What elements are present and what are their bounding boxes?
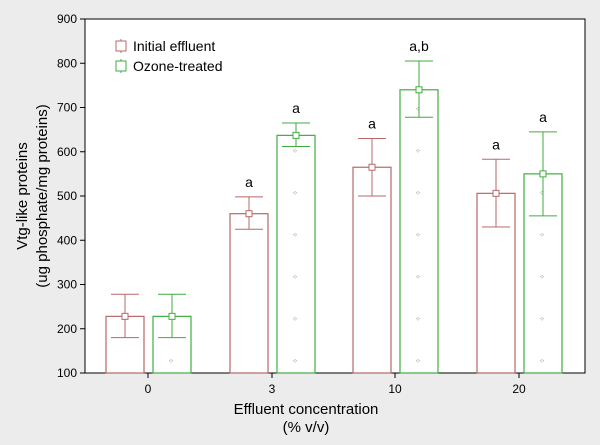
- bar-hatch-mark: ⁘: [292, 191, 297, 197]
- bar-hatch-mark: ⁘: [539, 191, 544, 197]
- y-tick-label: 700: [57, 101, 77, 115]
- y-axis: 100 200 300 400 500 600 700 800 900: [57, 12, 85, 380]
- bar-hatch-mark: ⁘: [292, 359, 297, 365]
- bar-hatch-mark: ⁘: [415, 359, 420, 365]
- bar-hatch-mark: ⁘: [539, 317, 544, 323]
- y-tick-label: 400: [57, 233, 77, 247]
- x-axis-title: Effluent concentration: [234, 401, 379, 418]
- x-tick-label: 0: [145, 382, 152, 396]
- bars-layer: ⁘ a ⁘ ⁘ ⁘ ⁘ ⁘ ⁘ a a ⁘ ⁘ ⁘ ⁘ ⁘ ⁘ ⁘ a,b a ⁘ ⁘ ⁘ ⁘ ⁘ a: [105, 38, 563, 374]
- x-axis: 0 3 10 20: [145, 373, 526, 396]
- y-tick-label: 300: [57, 278, 77, 292]
- y-tick-label: 200: [57, 322, 77, 336]
- significance-label: a: [292, 100, 300, 116]
- x-tick-label: 3: [269, 382, 276, 396]
- significance-label: a: [368, 115, 376, 131]
- bar-hatch-mark: ⁘: [415, 107, 420, 113]
- mean-marker: [368, 163, 376, 171]
- mean-marker: [168, 312, 176, 320]
- plot-area: [84, 18, 586, 374]
- bar-hatch-mark: ⁘: [415, 233, 420, 239]
- significance-label: a: [539, 109, 547, 125]
- significance-label: a,b: [409, 38, 429, 54]
- x-axis-unit: (% v/v): [283, 419, 330, 436]
- bar-hatch-mark: ⁘: [539, 233, 544, 239]
- bar-hatch-mark: ⁘: [415, 191, 420, 197]
- mean-marker: [415, 86, 423, 94]
- legend-swatch: [115, 60, 127, 72]
- y-tick-label: 500: [57, 189, 77, 203]
- mean-marker: [492, 189, 500, 197]
- mean-marker: [539, 170, 547, 178]
- bar-hatch-mark: ⁘: [415, 275, 420, 281]
- significance-label: a: [245, 174, 253, 190]
- legend: Initial effluent Ozone-treated: [115, 38, 223, 74]
- x-tick-label: 10: [388, 382, 402, 396]
- bar-hatch-mark: ⁘: [539, 359, 544, 365]
- bar-hatch-mark: ⁘: [415, 149, 420, 155]
- bar-hatch-mark: ⁘: [539, 275, 544, 281]
- bar-hatch-mark: ⁘: [292, 275, 297, 281]
- significance-label: a: [492, 136, 500, 152]
- bar-hatch-mark: ⁘: [168, 359, 173, 365]
- mean-marker: [121, 312, 129, 320]
- legend-swatch: [115, 40, 127, 52]
- y-tick-label: 100: [57, 366, 77, 380]
- mean-marker: [292, 131, 300, 139]
- legend-label: Initial effluent: [133, 38, 215, 54]
- bar-hatch-mark: ⁘: [415, 317, 420, 323]
- y-axis-title: Vtg-like proteins: [14, 142, 31, 250]
- y-tick-label: 800: [57, 56, 77, 70]
- legend-label: Ozone-treated: [133, 58, 223, 74]
- bar-hatch-mark: ⁘: [292, 233, 297, 239]
- x-tick-label: 20: [512, 382, 526, 396]
- y-tick-label: 900: [57, 12, 77, 26]
- y-tick-label: 600: [57, 145, 77, 159]
- y-axis-unit: (ug phosphate/mg proteins): [34, 104, 51, 287]
- bar-hatch-mark: ⁘: [292, 317, 297, 323]
- bar-hatch-mark: ⁘: [292, 149, 297, 155]
- mean-marker: [245, 210, 253, 218]
